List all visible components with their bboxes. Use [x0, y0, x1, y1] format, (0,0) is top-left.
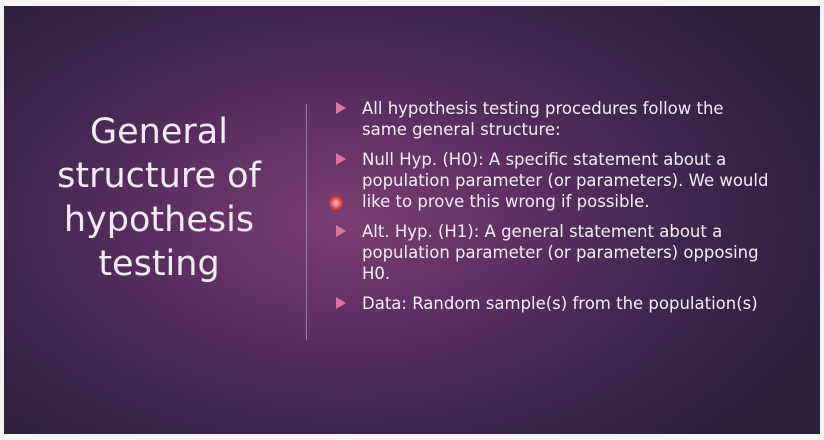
- triangle-right-icon: [336, 102, 346, 114]
- bullet-text: Alt. Hyp. (H1): A general statement abou…: [362, 222, 759, 283]
- bullet-text: All hypothesis testing procedures follow…: [362, 99, 724, 139]
- bullet-text: Null Hyp. (H0): A specific statement abo…: [362, 150, 769, 211]
- bullet-text: Data: Random sample(s) from the populati…: [362, 294, 758, 313]
- vertical-divider: [306, 104, 307, 340]
- triangle-right-icon: [336, 153, 346, 165]
- bullet-list: All hypothesis testing procedures follow…: [332, 98, 772, 323]
- bullet-item: All hypothesis testing procedures follow…: [332, 98, 772, 140]
- bullet-item: Data: Random sample(s) from the populati…: [332, 293, 772, 314]
- triangle-right-icon: [336, 297, 346, 309]
- triangle-right-icon: [336, 225, 346, 237]
- laser-pointer-icon: [329, 196, 343, 210]
- bullet-item: Alt. Hyp. (H1): A general statement abou…: [332, 221, 772, 284]
- slide: General structure of hypothesis testing …: [4, 6, 820, 434]
- slide-title: General structure of hypothesis testing: [57, 112, 261, 284]
- bullet-item: Null Hyp. (H0): A specific statement abo…: [332, 149, 772, 212]
